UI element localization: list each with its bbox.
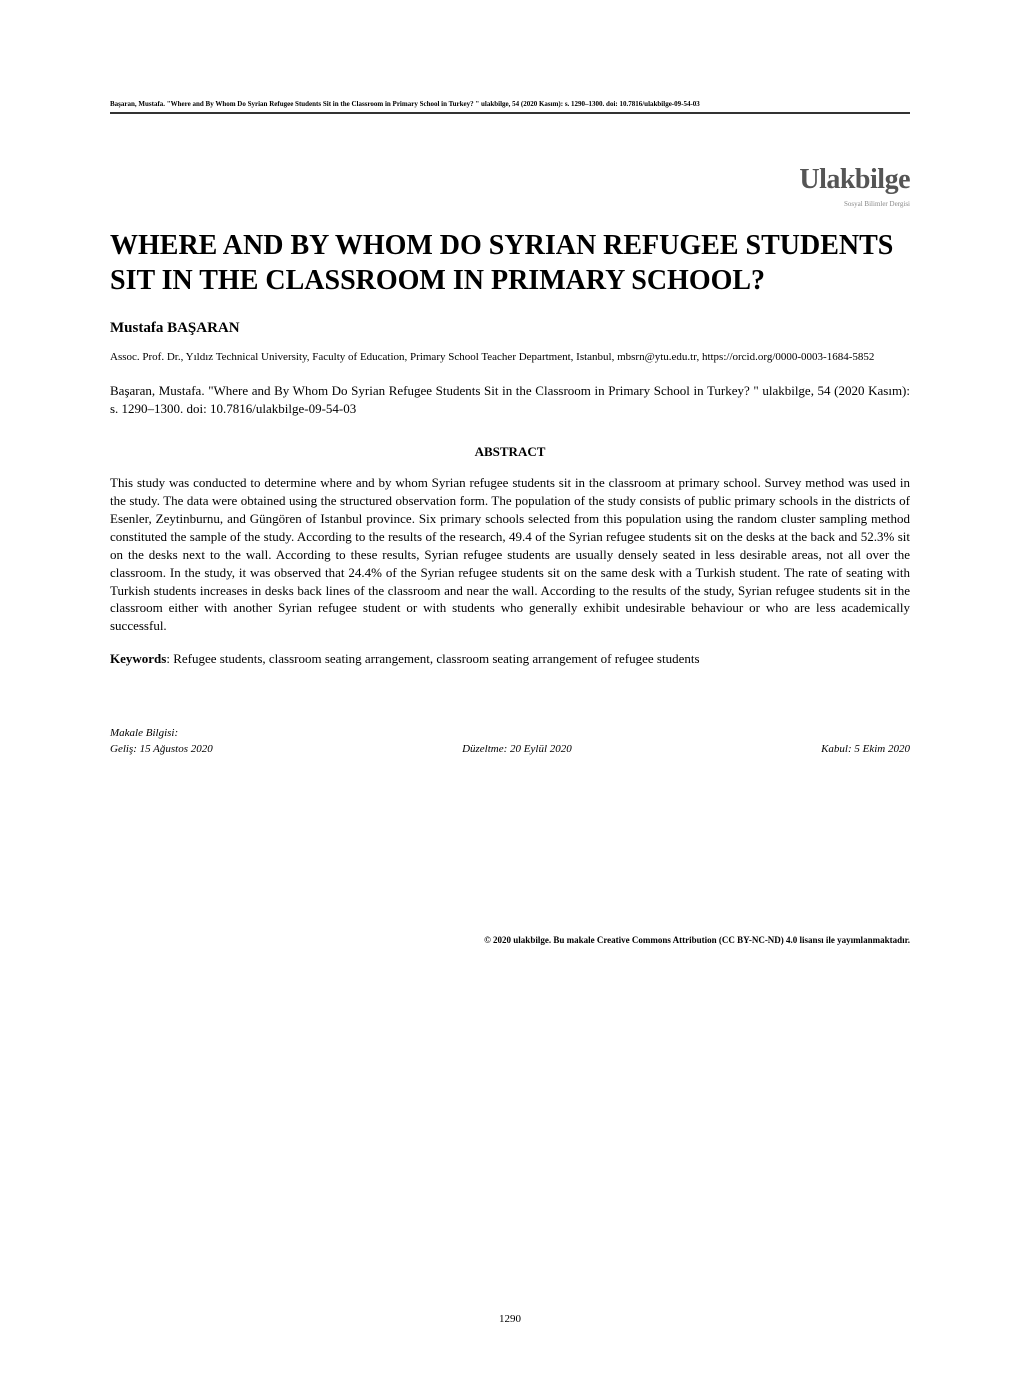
author-name: Mustafa BAŞARAN bbox=[110, 320, 910, 337]
dates-row: Geliş: 15 Ağustos 2020 Düzeltme: 20 Eylü… bbox=[110, 743, 910, 755]
page-number: 1290 bbox=[0, 1313, 1020, 1325]
article-info-label: Makale Bilgisi: bbox=[110, 727, 910, 739]
date-received: Geliş: 15 Ağustos 2020 bbox=[110, 743, 213, 755]
journal-logo-subtitle: Sosyal Bilimler Dergisi bbox=[110, 200, 910, 208]
journal-logo: Ulakbilge bbox=[110, 164, 910, 196]
article-title: WHERE AND BY WHOM DO SYRIAN REFUGEE STUD… bbox=[110, 228, 910, 298]
abstract-heading: ABSTRACT bbox=[110, 444, 910, 460]
keywords-label: Keywords bbox=[110, 651, 166, 666]
copyright-notice: © 2020 ulakbilge. Bu makale Creative Com… bbox=[110, 935, 910, 945]
abstract-text: This study was conducted to determine wh… bbox=[110, 474, 910, 635]
keywords-text: : Refugee students, classroom seating ar… bbox=[166, 651, 699, 666]
author-affiliation: Assoc. Prof. Dr., Yıldız Technical Unive… bbox=[110, 349, 910, 366]
citation-text: Başaran, Mustafa. "Where and By Whom Do … bbox=[110, 382, 910, 418]
header-citation: Başaran, Mustafa. "Where and By Whom Do … bbox=[110, 100, 910, 114]
date-revised: Düzeltme: 20 Eylül 2020 bbox=[462, 743, 572, 755]
keywords-line: Keywords: Refugee students, classroom se… bbox=[110, 651, 910, 667]
date-accepted: Kabul: 5 Ekim 2020 bbox=[821, 743, 910, 755]
